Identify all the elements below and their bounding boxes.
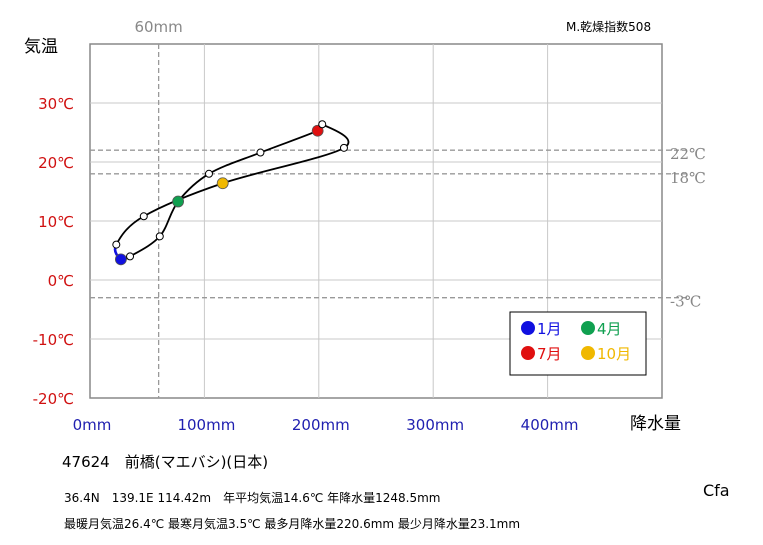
legend-swatch: [521, 321, 535, 335]
ref-label-temp: -3℃: [670, 293, 701, 311]
x-tick-label: 100mm: [177, 416, 235, 434]
legend-swatch: [581, 321, 595, 335]
legend-box: [509, 311, 647, 376]
y-tick-label: -10℃: [33, 331, 74, 349]
station-coords: 36.4N 139.1E 114.42m 年平均気温14.6℃ 年降水量1248…: [64, 491, 441, 505]
ref-label-precip: 60mm: [134, 18, 182, 36]
station-title: 47624 前橋(マエバシ)(日本): [62, 453, 269, 471]
month-point-highlight: [216, 177, 229, 190]
y-axis-title: 気温: [24, 37, 58, 57]
dryness-index: M.乾燥指数508: [566, 19, 651, 34]
y-tick-label: 30℃: [38, 95, 74, 113]
x-tick-label: 0mm: [73, 416, 112, 434]
month-point-highlight: [311, 124, 324, 137]
legend-swatch: [521, 346, 535, 360]
x-tick-label: 400mm: [521, 416, 579, 434]
curve-segment: [260, 129, 319, 154]
month-point: [126, 252, 135, 261]
month-point: [339, 143, 348, 152]
legend-label: 7月: [537, 345, 562, 363]
ref-label-temp: 22℃: [670, 145, 706, 163]
koppen-class: Cfa: [703, 481, 730, 500]
tick-labels: -20℃ -10℃ 0℃ 10℃ 20℃ 30℃ 0mm 100mm 200mm 300mm 400…: [33, 95, 579, 434]
curve-segment: [222, 147, 345, 185]
curve-segment: [129, 235, 161, 258]
legend-label: 1月: [537, 320, 562, 338]
curve-segment: [208, 151, 261, 175]
y-tick-label: 0℃: [48, 272, 74, 290]
month-point-highlight: [114, 253, 127, 266]
month-points: [112, 120, 348, 266]
station-extremes: 最暖月気温26.4℃ 最寒月気温3.5℃ 最多月降水量220.6mm 最少月降水…: [64, 517, 521, 531]
climograph-curve: [113, 122, 350, 262]
month-point: [256, 148, 265, 157]
x-tick-label: 300mm: [406, 416, 464, 434]
legend-swatch: [581, 346, 595, 360]
month-point: [112, 240, 121, 249]
reference-lines: 60mm 22℃ 18℃ -3℃: [90, 18, 706, 398]
ref-label-temp: 18℃: [670, 169, 706, 187]
month-point: [139, 212, 148, 221]
y-tick-label: -20℃: [33, 390, 74, 408]
legend-label: 10月: [597, 345, 631, 363]
legend: 1月 4月 7月 10月: [509, 311, 647, 376]
y-tick-label: 10℃: [38, 213, 74, 231]
grid-layer: [89, 43, 663, 399]
legend-label: 4月: [597, 320, 622, 338]
month-point: [155, 232, 164, 241]
y-tick-label: 20℃: [38, 154, 74, 172]
month-point-highlight: [172, 195, 184, 208]
month-point: [318, 120, 327, 129]
month-point: [204, 169, 213, 178]
x-tick-label: 200mm: [292, 416, 350, 434]
x-axis-title: 降水量: [630, 414, 681, 434]
